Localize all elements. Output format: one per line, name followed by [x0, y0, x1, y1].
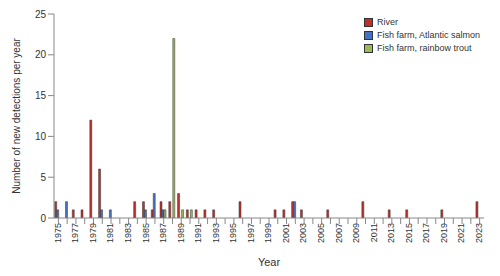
svg-text:2017: 2017: [421, 223, 431, 243]
svg-text:2011: 2011: [369, 223, 379, 242]
svg-text:10: 10: [35, 131, 47, 142]
svg-text:2013: 2013: [386, 223, 396, 243]
svg-text:1975: 1975: [53, 223, 63, 243]
svg-text:2005: 2005: [316, 223, 326, 243]
svg-text:1985: 1985: [141, 223, 151, 243]
svg-text:15: 15: [35, 90, 47, 101]
svg-text:2021: 2021: [456, 223, 466, 243]
svg-text:1995: 1995: [228, 223, 238, 243]
svg-text:1979: 1979: [88, 223, 98, 243]
svg-text:1983: 1983: [123, 223, 133, 243]
svg-text:20: 20: [35, 49, 47, 60]
svg-text:2003: 2003: [298, 223, 308, 243]
svg-text:1987: 1987: [158, 223, 168, 243]
svg-text:2009: 2009: [351, 223, 361, 243]
svg-text:2023: 2023: [474, 223, 484, 243]
svg-text:1997: 1997: [246, 223, 256, 243]
svg-text:1977: 1977: [70, 223, 80, 243]
svg-text:2001: 2001: [281, 223, 291, 243]
html-text:River: River: [377, 17, 398, 27]
svg-text:1981: 1981: [105, 223, 115, 243]
svg-text:1989: 1989: [176, 223, 186, 243]
html-text:Fish farm, rainbow trout: Fish farm, rainbow trout: [377, 43, 472, 53]
svg-text:1993: 1993: [211, 223, 221, 243]
svg-text:0: 0: [40, 213, 46, 224]
svg-text:Number of new detections per y: Number of new detections per year: [11, 38, 22, 194]
svg-text:5: 5: [40, 172, 46, 183]
svg-text:1999: 1999: [263, 223, 273, 243]
svg-text:1991: 1991: [193, 223, 203, 243]
svg-text:25: 25: [35, 9, 47, 20]
svg-text:2019: 2019: [439, 223, 449, 243]
svg-text:Year: Year: [258, 256, 281, 268]
svg-text:2007: 2007: [334, 223, 344, 243]
svg-text:2015: 2015: [404, 223, 414, 243]
html-text:Fish farm, Atlantic salmon: Fish farm, Atlantic salmon: [377, 30, 480, 40]
